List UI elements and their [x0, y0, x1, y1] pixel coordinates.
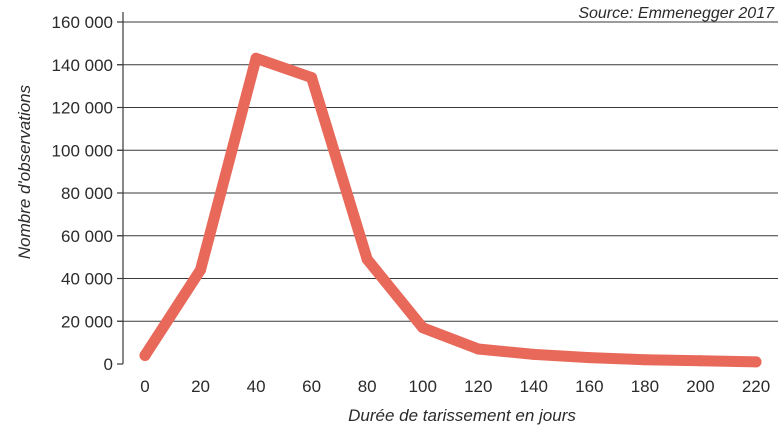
- x-tick-label: 0: [140, 377, 149, 396]
- data-point: [583, 352, 595, 364]
- x-tick-label: 140: [520, 377, 548, 396]
- y-tick-label: 80 000: [61, 184, 113, 203]
- x-tick-label: 80: [358, 377, 377, 396]
- x-tick-label: 200: [686, 377, 714, 396]
- x-tick-label: 40: [247, 377, 266, 396]
- gridlines: [117, 21, 778, 322]
- data-point: [750, 356, 762, 368]
- x-tick-label: 100: [409, 377, 437, 396]
- data-point: [139, 349, 151, 361]
- y-tick-label: 160 000: [52, 13, 113, 32]
- data-point: [694, 355, 706, 367]
- data-point: [361, 253, 373, 265]
- y-tick-label: 20 000: [61, 312, 113, 331]
- x-tick-label: 60: [302, 377, 321, 396]
- y-tick-label: 140 000: [52, 56, 113, 75]
- series-line: [139, 52, 762, 368]
- data-point: [417, 322, 429, 334]
- x-tick-label: 20: [191, 377, 210, 396]
- data-point: [528, 348, 540, 360]
- y-tick-label: 120 000: [52, 99, 113, 118]
- x-tick-label: 120: [464, 377, 492, 396]
- data-point: [195, 264, 207, 276]
- x-tick-label: 180: [631, 377, 659, 396]
- y-tick-labels: 0 20 000 40 000 60 000 80 000 100 000 120 000 1…: [52, 13, 123, 374]
- y-tick-label: 60 000: [61, 227, 113, 246]
- data-point: [472, 343, 484, 355]
- x-tick-labels: 0 20 40 60 80 100 120 140 160 180 200 220: [140, 377, 770, 396]
- data-point: [250, 52, 262, 64]
- y-tick-label: 100 000: [52, 141, 113, 160]
- y-axis-title: Nombre d'observations: [15, 84, 34, 259]
- data-point: [639, 354, 651, 366]
- x-axis-title: Durée de tarissement en jours: [348, 406, 576, 425]
- data-point: [306, 72, 318, 84]
- x-tick-label: 160: [575, 377, 603, 396]
- series-group: [139, 52, 762, 368]
- y-tick-label: 0: [104, 355, 113, 374]
- x-tick-label: 220: [742, 377, 770, 396]
- source-note: Source: Emmenegger 2017: [578, 5, 775, 22]
- y-tick-label: 40 000: [61, 270, 113, 289]
